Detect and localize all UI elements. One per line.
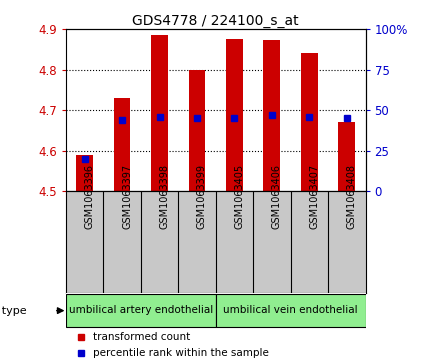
Text: GSM1063399: GSM1063399	[197, 164, 207, 229]
Bar	[189, 70, 205, 192]
Text: GSM1063406: GSM1063406	[272, 164, 282, 229]
Text: GSM1063397: GSM1063397	[122, 164, 132, 229]
Bar	[226, 39, 243, 192]
Text: percentile rank within the sample: percentile rank within the sample	[93, 348, 269, 358]
Bar	[113, 98, 130, 192]
Bar	[215, 294, 366, 327]
Bar	[338, 122, 355, 192]
Bar	[151, 35, 168, 192]
Bar	[66, 294, 215, 327]
Text: GSM1063396: GSM1063396	[85, 164, 95, 229]
Bar	[301, 53, 318, 192]
Text: umbilical artery endothelial: umbilical artery endothelial	[69, 305, 213, 315]
Title: GDS4778 / 224100_s_at: GDS4778 / 224100_s_at	[132, 14, 299, 28]
Text: umbilical vein endothelial: umbilical vein endothelial	[223, 305, 358, 315]
Text: transformed count: transformed count	[93, 332, 190, 342]
Text: GSM1063405: GSM1063405	[235, 164, 244, 229]
Text: cell type: cell type	[0, 306, 27, 316]
Bar	[76, 155, 93, 192]
Text: GSM1063407: GSM1063407	[309, 164, 319, 229]
Bar	[264, 40, 280, 192]
Text: GSM1063408: GSM1063408	[347, 164, 357, 229]
Text: GSM1063398: GSM1063398	[159, 164, 170, 229]
